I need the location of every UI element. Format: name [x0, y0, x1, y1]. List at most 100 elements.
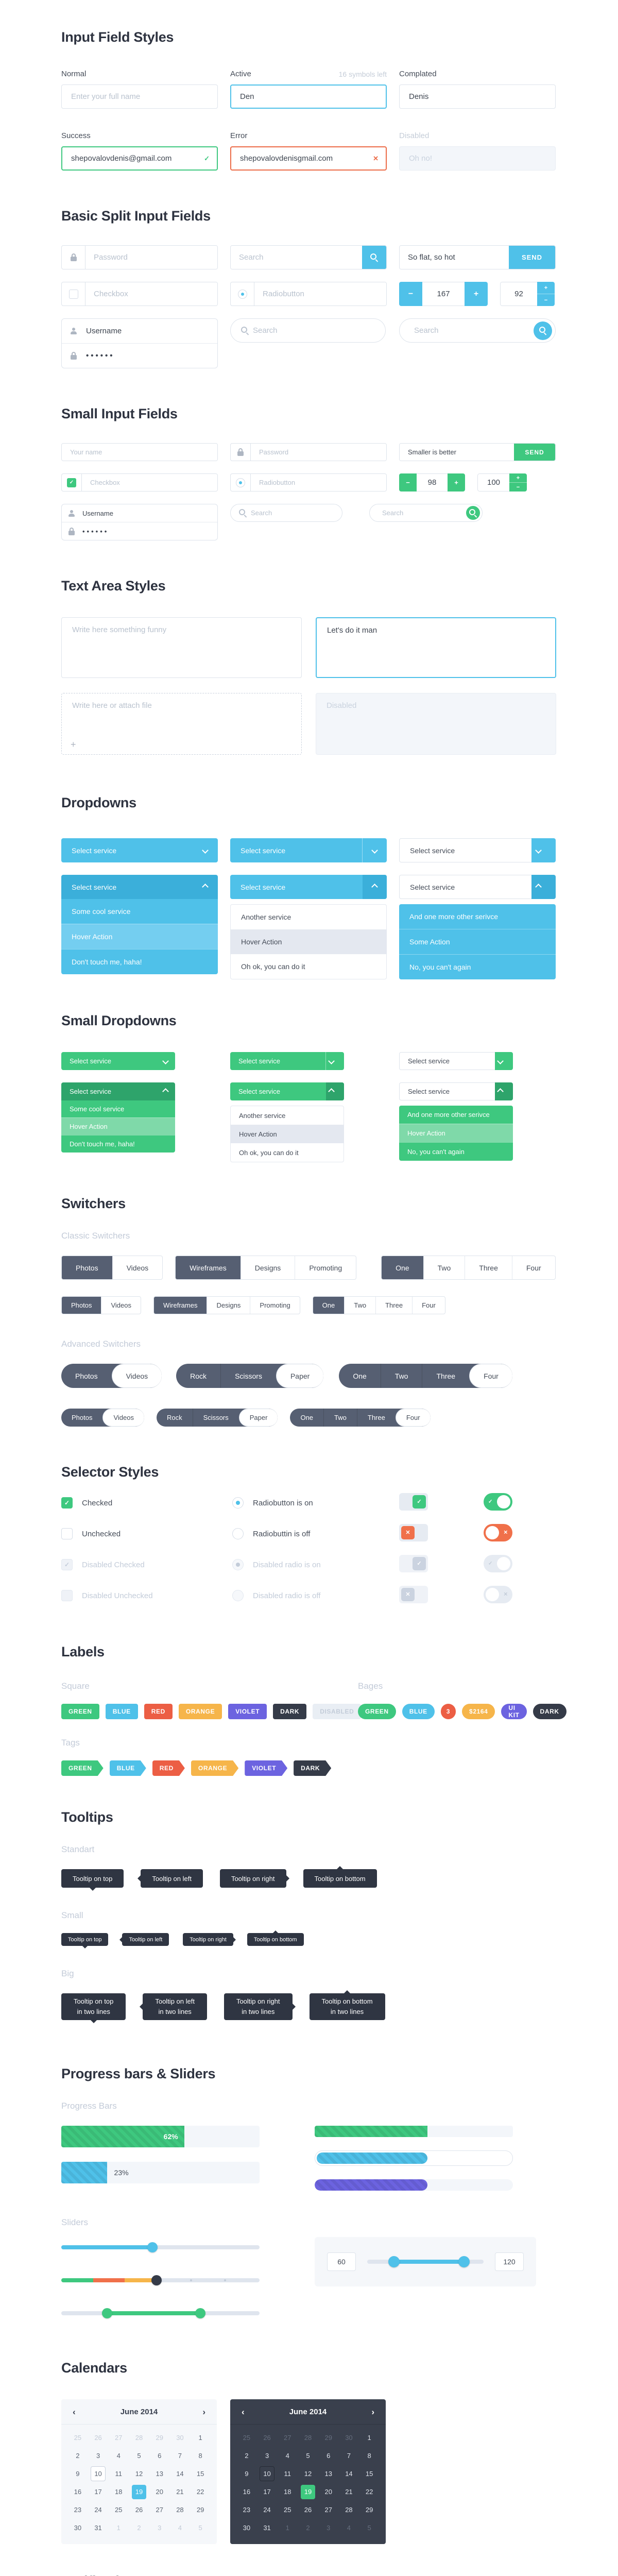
switcher-segment[interactable]: One: [313, 1297, 345, 1314]
switcher-segment[interactable]: Wireframes: [176, 1256, 241, 1279]
checkbox-label-input[interactable]: [82, 474, 217, 491]
next-month-icon[interactable]: ›: [202, 2406, 205, 2417]
radio-label-input[interactable]: [251, 474, 386, 491]
checkbox[interactable]: [68, 289, 78, 299]
calendar-day[interactable]: 17: [263, 2488, 271, 2496]
send-button[interactable]: SEND: [514, 444, 555, 461]
calendar-day[interactable]: 25: [284, 2506, 291, 2514]
menu-item[interactable]: Don't touch me, haha!: [61, 1135, 175, 1153]
calendar-day[interactable]: 5: [306, 2452, 310, 2460]
switcher-segment-active[interactable]: Paper: [276, 1364, 324, 1388]
calendar-day[interactable]: 2: [137, 2524, 141, 2532]
calendar-day[interactable]: 21: [176, 2488, 184, 2496]
switcher-segment[interactable]: Two: [423, 1256, 465, 1279]
calendar-day[interactable]: 4: [347, 2524, 351, 2532]
switcher-segment[interactable]: Rock: [167, 1414, 182, 1421]
minus-button[interactable]: −: [399, 282, 422, 306]
calendar-day[interactable]: 2: [306, 2524, 310, 2532]
minus-button[interactable]: −: [537, 294, 555, 306]
menu-item-hover[interactable]: Hover Action: [399, 1124, 513, 1142]
switcher-segment-active[interactable]: Paper: [238, 1409, 278, 1427]
calendar-day[interactable]: 2: [76, 2452, 80, 2460]
menu-item[interactable]: Some cool service: [61, 1100, 175, 1117]
calendar-day[interactable]: 8: [367, 2452, 371, 2460]
range-max-input[interactable]: [495, 2252, 524, 2271]
calendar-day[interactable]: 9: [76, 2470, 80, 2478]
toggle-square-off[interactable]: ✕: [399, 1523, 428, 1541]
radio-button[interactable]: [236, 478, 245, 487]
switcher-segment[interactable]: Three: [375, 1297, 412, 1314]
range-handle-min[interactable]: [101, 2308, 112, 2318]
dropdown-solid-open[interactable]: Select service: [61, 875, 218, 899]
calendar-day[interactable]: 14: [176, 2470, 184, 2478]
switcher-segment[interactable]: Two: [380, 1364, 422, 1388]
calendar-day[interactable]: 12: [304, 2470, 312, 2478]
small-dropdown-outline-open[interactable]: Select service: [399, 1082, 513, 1100]
calendar-day[interactable]: 26: [135, 2506, 143, 2514]
checkbox-label-input[interactable]: [85, 282, 217, 306]
username-input[interactable]: [81, 509, 217, 518]
calendar-day[interactable]: 3: [327, 2524, 331, 2532]
switcher-segment[interactable]: Photos: [72, 1414, 93, 1421]
switcher-segment-active[interactable]: Videos: [102, 1409, 144, 1427]
calendar-day[interactable]: 10: [257, 2465, 278, 2483]
search-button[interactable]: [466, 506, 480, 520]
switcher-segment[interactable]: Wireframes: [154, 1297, 207, 1314]
switcher-segment[interactable]: Designs: [207, 1297, 250, 1314]
calendar-day[interactable]: 7: [347, 2452, 351, 2460]
menu-item[interactable]: Oh ok, you can do it: [241, 962, 305, 971]
calendar-day[interactable]: 4: [116, 2452, 121, 2460]
slider-handle[interactable]: [151, 2275, 162, 2285]
radio-label-input[interactable]: [254, 282, 386, 306]
prev-month-icon[interactable]: ‹: [242, 2406, 245, 2417]
switcher-segment[interactable]: Scissors: [192, 1409, 239, 1427]
search-input[interactable]: [231, 246, 362, 269]
calendar-day[interactable]: 25: [115, 2506, 123, 2514]
prev-month-icon[interactable]: ‹: [73, 2406, 76, 2417]
password-input[interactable]: [85, 246, 217, 269]
calendar-day[interactable]: 18: [115, 2488, 123, 2496]
calendar-day[interactable]: 6: [327, 2452, 331, 2460]
range-handle-max[interactable]: [458, 2256, 470, 2267]
calendar-day[interactable]: 13: [156, 2470, 163, 2478]
switcher-segment[interactable]: Promoting: [250, 1297, 299, 1314]
menu-item[interactable]: No, you can't again: [399, 1142, 513, 1161]
calendar-day[interactable]: 25: [74, 2434, 82, 2442]
calendar-day[interactable]: 29: [324, 2434, 332, 2442]
dropdown-toggle[interactable]: [531, 838, 556, 862]
menu-item-hover[interactable]: Hover Action: [61, 924, 218, 949]
switcher-segment[interactable]: Two: [344, 1297, 375, 1314]
calendar-day[interactable]: 20: [156, 2488, 163, 2496]
switcher-segment[interactable]: Photos: [62, 1256, 112, 1279]
next-month-icon[interactable]: ›: [371, 2406, 374, 2417]
toggle-square-on[interactable]: ✓: [399, 1493, 428, 1511]
minus-button[interactable]: −: [509, 482, 527, 492]
calendar-day[interactable]: 13: [324, 2470, 332, 2478]
calendar-day[interactable]: 11: [115, 2470, 123, 2478]
calendar-day[interactable]: 28: [135, 2434, 143, 2442]
switcher-segment[interactable]: Three: [356, 1409, 396, 1427]
plus-button[interactable]: +: [448, 473, 465, 492]
calendar-day[interactable]: 29: [196, 2506, 204, 2514]
calendar-day[interactable]: 27: [115, 2434, 123, 2442]
attach-textarea[interactable]: [61, 693, 302, 755]
small-dropdown-split[interactable]: Select service: [230, 1052, 344, 1070]
calendar-day[interactable]: 3: [96, 2452, 100, 2460]
calendar-day[interactable]: 29: [365, 2506, 373, 2514]
switcher-segment[interactable]: Videos: [112, 1256, 163, 1279]
password-input[interactable]: [251, 444, 386, 461]
calendar-day[interactable]: 5: [198, 2524, 202, 2532]
search-input[interactable]: [378, 509, 466, 517]
switcher-segment[interactable]: Two: [323, 1409, 357, 1427]
active-input[interactable]: [230, 84, 387, 109]
slider-handle[interactable]: [147, 2242, 158, 2252]
toggle-round-off[interactable]: ✕: [484, 1523, 512, 1541]
calendar-day[interactable]: 1: [198, 2434, 202, 2442]
calendar-day[interactable]: 14: [345, 2470, 353, 2478]
calendar-day[interactable]: 24: [263, 2506, 271, 2514]
calendar-day[interactable]: 22: [196, 2488, 204, 2496]
range-min-input[interactable]: [327, 2252, 356, 2271]
dropdown-toggle[interactable]: [531, 875, 556, 899]
calendar-day[interactable]: 27: [156, 2506, 163, 2514]
range-handle-max[interactable]: [195, 2308, 205, 2318]
